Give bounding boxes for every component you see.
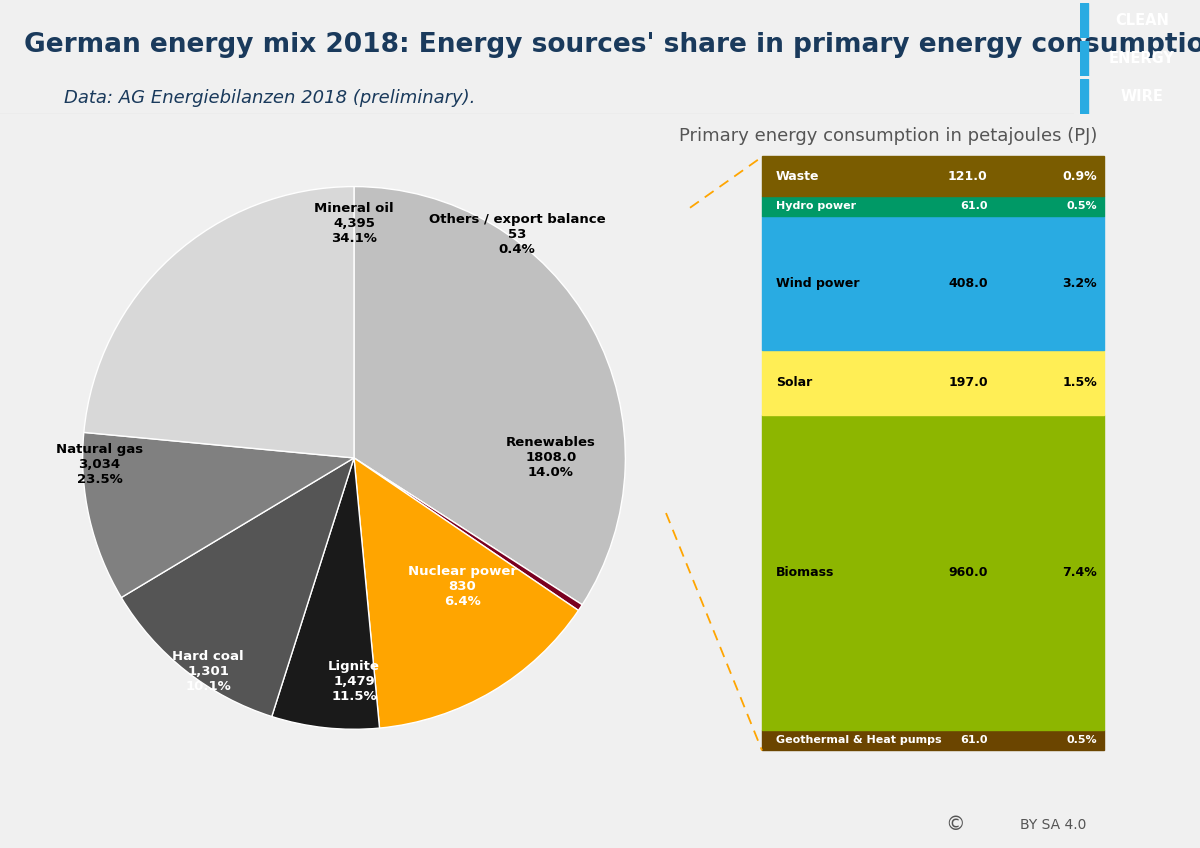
Text: 61.0: 61.0: [960, 735, 988, 745]
Text: 0.5%: 0.5%: [1067, 201, 1097, 211]
Wedge shape: [121, 458, 354, 717]
Text: CLEAN: CLEAN: [1115, 13, 1169, 28]
Text: Lignite
1,479
11.5%: Lignite 1,479 11.5%: [328, 661, 380, 703]
Text: Mineral oil
4,395
34.1%: Mineral oil 4,395 34.1%: [314, 203, 394, 245]
Text: Solar: Solar: [775, 377, 812, 389]
Text: 3.2%: 3.2%: [1062, 276, 1097, 290]
Text: 197.0: 197.0: [948, 377, 988, 389]
Text: Primary energy consumption in petajoules (PJ): Primary energy consumption in petajoules…: [679, 126, 1097, 145]
Text: German energy mix 2018: Energy sources' share in primary energy consumption.: German energy mix 2018: Energy sources' …: [24, 32, 1200, 58]
Text: 7.4%: 7.4%: [1062, 566, 1097, 579]
Text: Renewables
1808.0
14.0%: Renewables 1808.0 14.0%: [505, 437, 595, 479]
Bar: [1080, 41, 1087, 76]
Text: Biomass: Biomass: [775, 566, 834, 579]
Bar: [762, 216, 1104, 350]
Text: 408.0: 408.0: [948, 276, 988, 290]
Bar: [1080, 79, 1087, 114]
Text: Hard coal
1,301
10.1%: Hard coal 1,301 10.1%: [173, 650, 244, 693]
Text: Wind power: Wind power: [775, 276, 859, 290]
Wedge shape: [84, 187, 354, 458]
Bar: [762, 415, 1104, 730]
Text: Waste: Waste: [775, 170, 820, 182]
Text: Hydro power: Hydro power: [775, 201, 856, 211]
Text: WIRE: WIRE: [1121, 89, 1163, 104]
Text: 121.0: 121.0: [948, 170, 988, 182]
Text: Data: AG Energiebilanzen 2018 (preliminary).: Data: AG Energiebilanzen 2018 (prelimina…: [65, 89, 476, 108]
Text: 0.5%: 0.5%: [1067, 735, 1097, 745]
Bar: [762, 350, 1104, 415]
Wedge shape: [271, 458, 379, 729]
Text: ENERGY: ENERGY: [1109, 51, 1175, 66]
Bar: [1080, 3, 1087, 38]
Text: Natural gas
3,034
23.5%: Natural gas 3,034 23.5%: [56, 444, 143, 486]
Bar: [762, 730, 1104, 750]
Text: 960.0: 960.0: [948, 566, 988, 579]
Bar: [762, 156, 1104, 196]
Text: 61.0: 61.0: [960, 201, 988, 211]
Wedge shape: [83, 432, 354, 598]
Bar: [762, 196, 1104, 216]
Wedge shape: [354, 187, 625, 605]
Text: ©: ©: [946, 815, 965, 834]
Wedge shape: [354, 458, 578, 728]
Text: 1.5%: 1.5%: [1062, 377, 1097, 389]
Text: Others / export balance
53
0.4%: Others / export balance 53 0.4%: [428, 213, 605, 255]
Text: Geothermal & Heat pumps: Geothermal & Heat pumps: [775, 735, 941, 745]
Text: Nuclear power
830
6.4%: Nuclear power 830 6.4%: [408, 566, 517, 608]
Text: BY SA 4.0: BY SA 4.0: [1020, 817, 1086, 832]
Text: 0.9%: 0.9%: [1062, 170, 1097, 182]
Wedge shape: [354, 458, 582, 611]
